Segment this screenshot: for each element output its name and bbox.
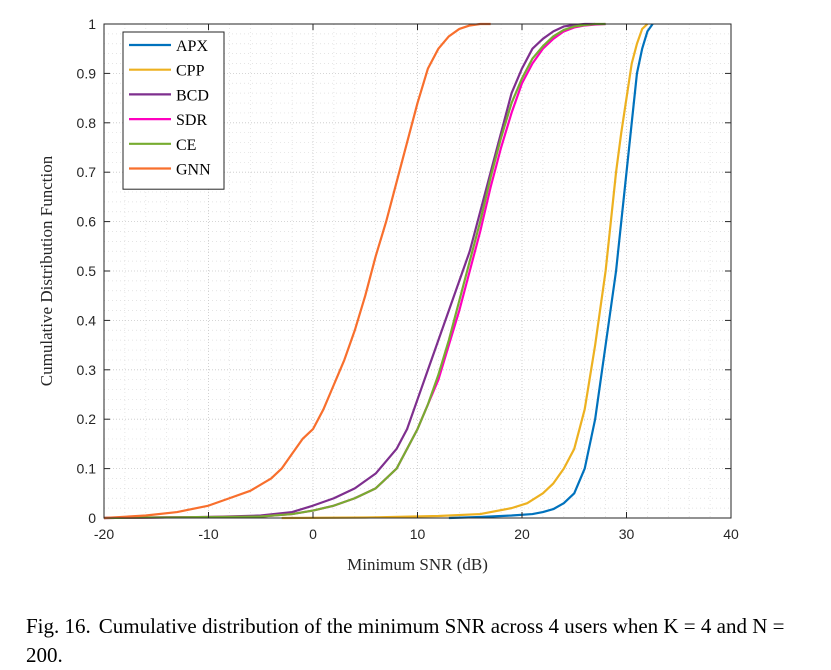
series-layer [103, 22, 654, 520]
legend-box [122, 31, 225, 190]
y-tick-label: 0.4 [77, 312, 97, 328]
x-tick-label: 0 [309, 526, 317, 542]
x-tick-label: -20 [94, 526, 114, 542]
series-line-cpp [281, 23, 649, 520]
legend-label-gnn: GNN [176, 162, 211, 179]
ticks-layer: -20 -10 0 10 20 30 40 0 0.1 0.2 0.3 0.4 0.5 0.6 0.7 0.8… [77, 16, 739, 542]
y-axis-label: Cumulative Distribution Function [37, 155, 56, 386]
y-tick-label: 0.3 [77, 362, 97, 378]
x-tick-label: 30 [619, 526, 635, 542]
series-line-gnn [103, 22, 491, 520]
y-tick-label: 0.5 [77, 263, 97, 279]
legend-label-sdr: SDR [176, 112, 207, 129]
y-tick-label: 0.7 [77, 164, 97, 180]
series-line-bcd [103, 22, 596, 520]
legend-label-bcd: BCD [176, 87, 209, 104]
y-tick-label: 1 [88, 16, 96, 32]
x-tick-label: 20 [514, 526, 530, 542]
x-tick-label: 10 [410, 526, 426, 542]
legend-label-cpp: CPP [176, 63, 205, 80]
cdf-chart: -20 -10 0 10 20 30 40 0 0.1 0.2 0.3 0.4 0.5 0.6 0.7 0.8… [37, 16, 739, 574]
x-tick-label: -10 [198, 526, 218, 542]
legend: APX CPP BCD SDR CE GNN [122, 31, 225, 190]
y-tick-label: 0.2 [77, 411, 97, 427]
x-tick-label: 40 [723, 526, 739, 542]
caption-text: Cumulative distribution of the minimum S… [26, 614, 785, 667]
x-axis-label: Minimum SNR (dB) [347, 555, 488, 574]
figure-caption: Fig. 16. Cumulative distribution of the m… [26, 612, 806, 670]
y-tick-label: 0 [88, 510, 96, 526]
legend-label-ce: CE [176, 137, 196, 154]
series-line-apx [448, 23, 654, 520]
caption-label: Fig. 16. [26, 614, 91, 638]
series-line-ce [103, 22, 606, 520]
y-tick-label: 0.9 [77, 65, 97, 81]
y-tick-label: 0.1 [77, 461, 97, 477]
y-tick-label: 0.8 [77, 115, 97, 131]
y-tick-label: 0.6 [77, 214, 97, 230]
legend-label-apx: APX [176, 38, 208, 55]
